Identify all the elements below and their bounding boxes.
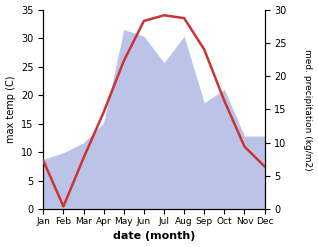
Y-axis label: max temp (C): max temp (C) xyxy=(5,76,16,143)
Y-axis label: med. precipitation (kg/m2): med. precipitation (kg/m2) xyxy=(303,49,313,170)
X-axis label: date (month): date (month) xyxy=(113,231,195,242)
